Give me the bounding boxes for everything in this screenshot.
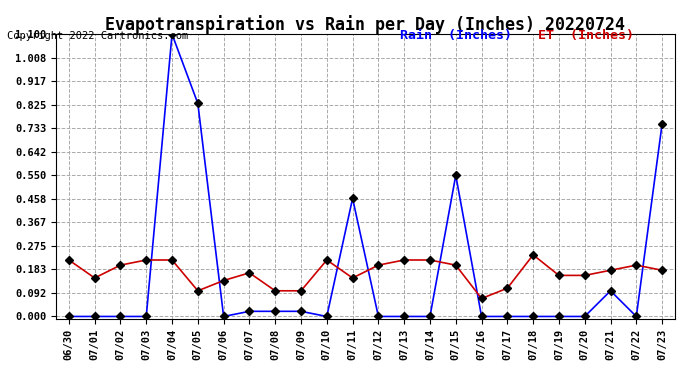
Text: ET  (Inches): ET (Inches) <box>538 29 634 42</box>
Text: Rain  (Inches): Rain (Inches) <box>400 29 512 42</box>
Text: Copyright 2022 Cartronics.com: Copyright 2022 Cartronics.com <box>7 32 188 41</box>
Title: Evapotranspiration vs Rain per Day (Inches) 20220724: Evapotranspiration vs Rain per Day (Inch… <box>106 15 626 34</box>
